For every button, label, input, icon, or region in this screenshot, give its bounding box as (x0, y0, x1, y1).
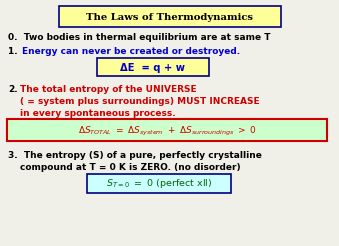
Text: ( = system plus surroundings) MUST INCREASE: ( = system plus surroundings) MUST INCRE… (20, 97, 260, 107)
FancyBboxPatch shape (7, 119, 327, 141)
Text: The total entropy of the UNIVERSE: The total entropy of the UNIVERSE (20, 86, 197, 94)
Text: 3.  The entropy (S) of a pure, perfectly crystalline: 3. The entropy (S) of a pure, perfectly … (8, 152, 262, 160)
Text: 1.: 1. (8, 47, 24, 57)
Text: Energy can never be created or destroyed.: Energy can never be created or destroyed… (22, 47, 240, 57)
Text: in every spontaneous process.: in every spontaneous process. (20, 109, 176, 119)
FancyBboxPatch shape (97, 58, 209, 76)
Text: compound at T = 0 K is ZERO. (no disorder): compound at T = 0 K is ZERO. (no disorde… (20, 164, 241, 172)
Text: The Laws of Thermodynamics: The Laws of Thermodynamics (86, 13, 254, 21)
Text: $S_{T=0}\ =\ 0\ \mathrm{(perfect\ xll)}$: $S_{T=0}\ =\ 0\ \mathrm{(perfect\ xll)}$ (106, 178, 212, 190)
Text: 2.: 2. (8, 86, 18, 94)
FancyBboxPatch shape (87, 174, 231, 193)
Text: ΔE  = q + w: ΔE = q + w (120, 63, 185, 73)
Text: 0.  Two bodies in thermal equilibrium are at same T: 0. Two bodies in thermal equilibrium are… (8, 32, 271, 42)
FancyBboxPatch shape (59, 6, 281, 27)
Text: $\Delta S_{TOTAL}\ =\ \Delta S_{system}\ +\ \Delta S_{surroundings}\ >\ 0$: $\Delta S_{TOTAL}\ =\ \Delta S_{system}\… (78, 124, 256, 138)
